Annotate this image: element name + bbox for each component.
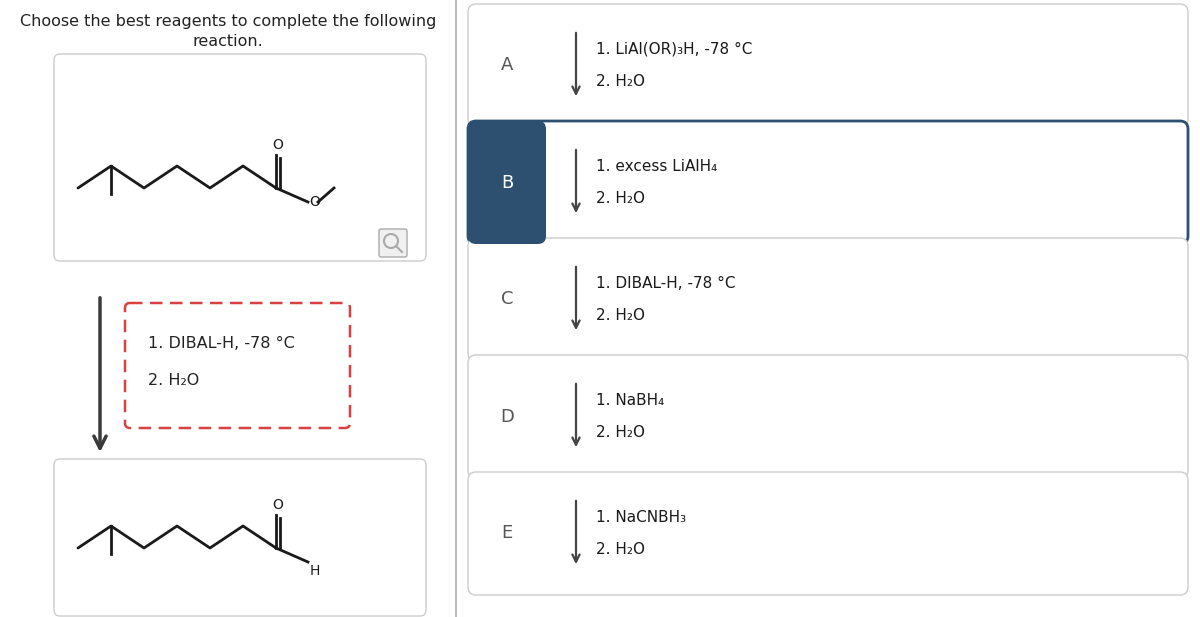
Text: 1. excess LiAlH₄: 1. excess LiAlH₄ bbox=[596, 159, 718, 174]
Text: 2. H₂O: 2. H₂O bbox=[596, 191, 646, 206]
Text: B: B bbox=[500, 173, 514, 191]
FancyBboxPatch shape bbox=[54, 54, 426, 261]
Text: 2. H₂O: 2. H₂O bbox=[596, 425, 646, 440]
FancyBboxPatch shape bbox=[468, 472, 1188, 595]
FancyBboxPatch shape bbox=[468, 238, 1188, 361]
Text: O: O bbox=[310, 195, 320, 209]
Text: 1. DIBAL-H, -78 °C: 1. DIBAL-H, -78 °C bbox=[596, 276, 736, 291]
Text: 1. NaCNBH₃: 1. NaCNBH₃ bbox=[596, 510, 686, 525]
FancyBboxPatch shape bbox=[468, 355, 1188, 478]
Text: reaction.: reaction. bbox=[193, 34, 263, 49]
Text: C: C bbox=[500, 291, 514, 308]
Text: 1. LiAl(OR)₃H, -78 °C: 1. LiAl(OR)₃H, -78 °C bbox=[596, 42, 752, 57]
Text: O: O bbox=[272, 498, 283, 512]
Text: O: O bbox=[272, 138, 283, 152]
Text: H: H bbox=[310, 564, 320, 578]
Text: 2. H₂O: 2. H₂O bbox=[596, 308, 646, 323]
Bar bbox=[528, 130, 540, 235]
FancyBboxPatch shape bbox=[468, 121, 1188, 244]
FancyBboxPatch shape bbox=[125, 303, 350, 428]
Text: 1. DIBAL-H, -78 °C: 1. DIBAL-H, -78 °C bbox=[148, 336, 295, 351]
FancyBboxPatch shape bbox=[54, 459, 426, 616]
Text: D: D bbox=[500, 407, 514, 426]
Text: 2. H₂O: 2. H₂O bbox=[596, 542, 646, 557]
Text: Choose the best reagents to complete the following: Choose the best reagents to complete the… bbox=[20, 14, 436, 29]
Text: A: A bbox=[500, 57, 514, 75]
FancyBboxPatch shape bbox=[468, 4, 1188, 127]
Text: 2. H₂O: 2. H₂O bbox=[596, 74, 646, 89]
FancyBboxPatch shape bbox=[379, 229, 407, 257]
Text: 1. NaBH₄: 1. NaBH₄ bbox=[596, 393, 665, 408]
Text: 2. H₂O: 2. H₂O bbox=[148, 373, 199, 388]
Text: E: E bbox=[502, 524, 512, 542]
FancyBboxPatch shape bbox=[468, 121, 546, 244]
